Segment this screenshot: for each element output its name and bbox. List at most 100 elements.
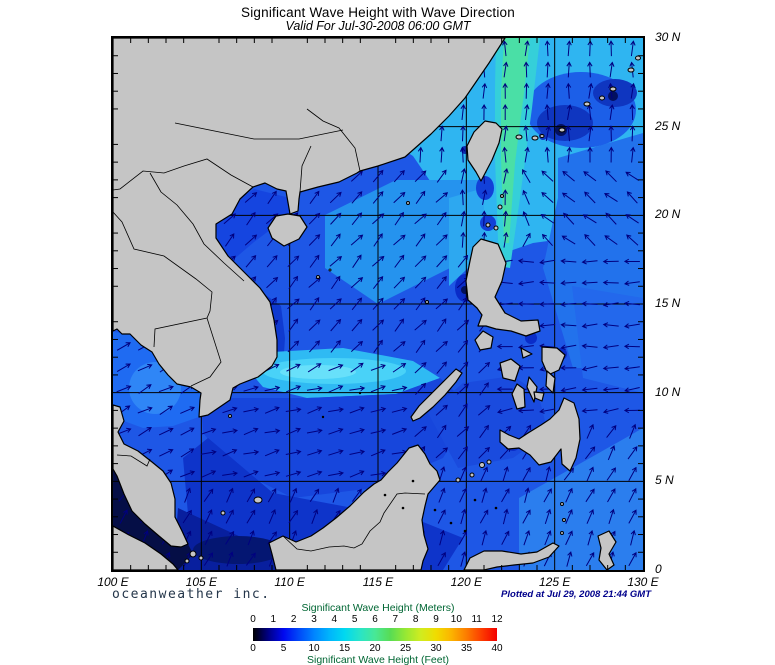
wave-direction-arrow	[602, 386, 619, 393]
wave-direction-arrow	[623, 300, 640, 307]
wave-direction-arrow	[373, 233, 383, 247]
legend-tick: 10	[450, 614, 462, 625]
wave-direction-arrow	[604, 235, 618, 245]
wave-direction-arrow	[561, 192, 576, 203]
wave-direction-arrow	[587, 125, 594, 142]
wave-direction-arrow	[414, 276, 427, 289]
wave-direction-arrow	[545, 125, 551, 142]
wave-direction-arrow	[560, 280, 577, 286]
wave-direction-arrow	[626, 234, 639, 246]
wave-direction-arrow	[602, 408, 619, 414]
wave-direction-arrow	[246, 488, 255, 503]
wave-direction-arrow	[581, 323, 598, 329]
wave-direction-arrow	[308, 234, 321, 246]
wave-direction-arrow	[586, 423, 594, 439]
wave-direction-arrow	[523, 125, 529, 142]
wave-direction-arrow	[393, 297, 406, 310]
legend-tick: 5	[351, 614, 358, 625]
wave-direction-arrow	[481, 104, 487, 121]
wave-direction-arrow	[628, 551, 637, 567]
wave-direction-arrow	[244, 192, 258, 203]
legend-tick: 4	[331, 614, 338, 625]
wave-direction-arrow	[204, 530, 213, 546]
wave-direction-arrow	[245, 552, 256, 566]
wave-direction-arrow	[264, 449, 280, 457]
wave-direction-arrow	[460, 551, 467, 567]
wave-direction-arrow	[502, 210, 509, 227]
wave-direction-arrow	[496, 386, 513, 392]
wave-direction-arrow	[460, 168, 467, 184]
wave-direction-arrow	[372, 297, 384, 310]
wave-direction-arrow	[541, 191, 554, 203]
wave-direction-arrow	[479, 382, 489, 396]
wave-direction-arrow	[439, 146, 445, 163]
wave-direction-arrow	[370, 449, 386, 457]
wave-direction-arrow	[437, 551, 446, 567]
wave-direction-arrow	[288, 509, 299, 524]
lon-label: 110 E	[274, 575, 305, 589]
wave-direction-arrow	[522, 189, 530, 205]
wave-direction-arrow	[306, 385, 323, 392]
wave-direction-arrow	[116, 385, 132, 393]
wave-direction-arrow	[457, 339, 469, 353]
wave-direction-arrow	[204, 509, 213, 524]
wave-direction-arrow	[370, 385, 386, 393]
wave-direction-arrow	[393, 234, 406, 246]
legend-tick: 1	[270, 614, 277, 625]
wave-direction-arrow	[415, 382, 427, 396]
lat-label: 20 N	[655, 207, 681, 222]
wave-direction-arrow	[330, 339, 341, 353]
wave-direction-arrow	[243, 449, 260, 456]
wave-direction-arrow	[477, 404, 491, 416]
wave-direction-arrow	[624, 323, 640, 329]
wave-direction-arrow	[545, 61, 551, 78]
wave-direction-arrow	[329, 255, 343, 267]
wave-direction-arrow	[587, 61, 593, 78]
land-palawan	[410, 368, 463, 422]
wave-direction-arrow	[581, 259, 598, 265]
wave-direction-arrow	[414, 362, 427, 374]
valid-time-subtitle: Valid For Jul-30-2008 06:00 GMT	[285, 19, 471, 33]
wave-direction-arrow	[351, 318, 363, 332]
wave-direction-arrow	[587, 146, 593, 163]
wave-direction-arrow	[307, 406, 323, 414]
wave-direction-arrow	[586, 508, 594, 524]
map-frame	[111, 36, 645, 572]
wave-direction-arrow	[602, 322, 619, 328]
wave-direction-arrow	[350, 340, 364, 352]
plotted-timestamp: Plotted at Jul 29, 2008 21:44 GMT	[501, 589, 651, 600]
small-islands-layer	[184, 55, 641, 564]
wave-direction-arrow	[481, 82, 488, 99]
wave-direction-arrow	[479, 509, 489, 524]
wave-direction-arrow	[544, 103, 550, 121]
wave-direction-arrow	[566, 40, 572, 57]
wave-direction-arrow	[351, 191, 363, 204]
wave-direction-arrow	[180, 406, 196, 414]
wave-direction-arrow	[628, 466, 637, 482]
lon-label: 130 E	[627, 575, 659, 589]
wave-direction-arrow	[226, 487, 234, 503]
wave-direction-arrow	[608, 146, 614, 163]
wave-direction-arrow	[116, 363, 131, 373]
wave-direction-arrow	[482, 189, 488, 206]
wave-direction-arrow	[496, 343, 513, 350]
wave-direction-arrow	[606, 467, 616, 481]
wave-direction-arrow	[581, 408, 598, 414]
land-taiwan	[466, 120, 503, 182]
wave-direction-arrow	[560, 301, 577, 307]
legend-tick: 0	[250, 614, 256, 625]
wave-direction-arrow	[625, 171, 639, 181]
wave-direction-arrow	[328, 427, 344, 435]
wave-direction-arrow	[137, 363, 153, 372]
wave-direction-arrow	[478, 446, 491, 459]
wave-direction-arrow	[307, 363, 322, 373]
wave-direction-arrow	[435, 447, 449, 459]
wave-direction-arrow	[561, 235, 576, 245]
wave-direction-arrow	[459, 146, 466, 163]
wave-direction-arrow	[565, 508, 573, 524]
wave-direction-arrow	[524, 40, 530, 57]
wave-direction-arrow	[393, 276, 406, 289]
wave-direction-arrow	[517, 407, 534, 414]
wave-direction-arrow	[243, 470, 259, 478]
legend-tick: 11	[471, 614, 482, 625]
